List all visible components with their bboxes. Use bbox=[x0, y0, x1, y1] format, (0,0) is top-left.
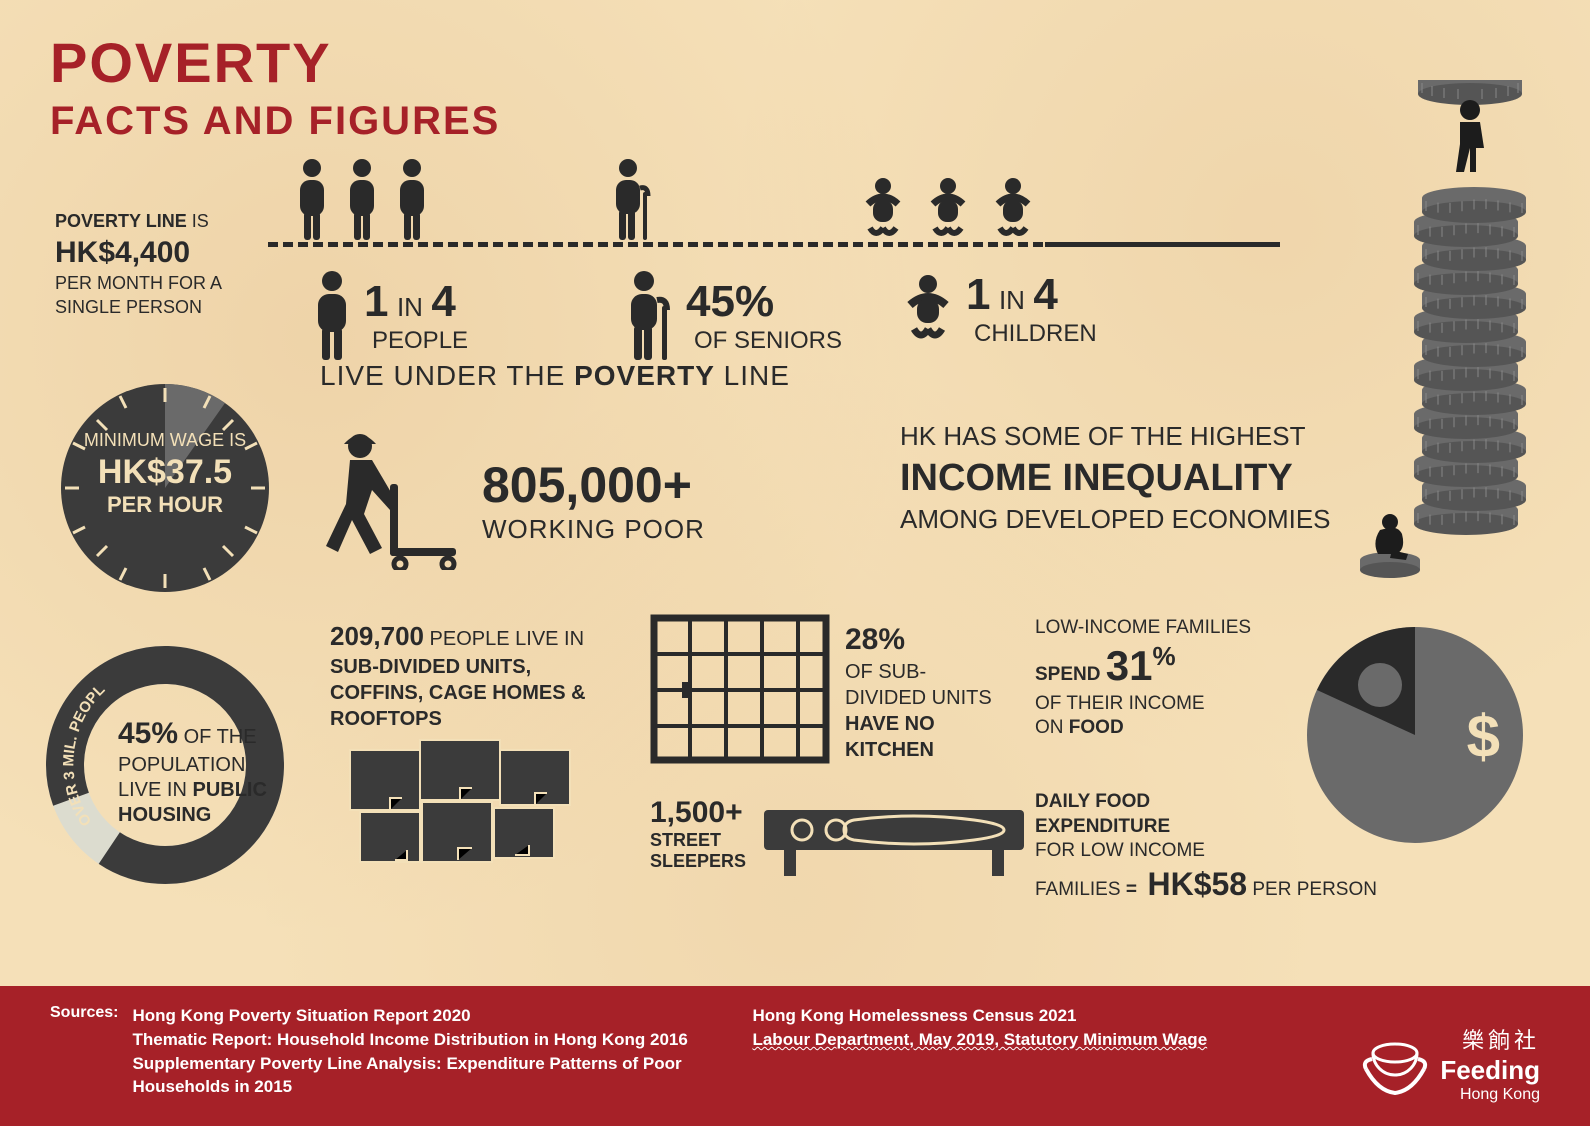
coin-stack-icon bbox=[1360, 80, 1530, 580]
poverty-line-block: POVERTY LINE IS HK$4,400 PER MONTH FOR A… bbox=[55, 210, 255, 319]
street-sleepers-block: 1,500+ STREETSLEEPERS bbox=[650, 790, 1024, 878]
income-inequality-text: HK HAS SOME OF THE HIGHEST INCOME INEQUA… bbox=[900, 420, 1380, 537]
working-poor-block: 805,000+ WORKING POOR bbox=[320, 430, 705, 570]
stat-seniors: 45% OF SENIORS bbox=[620, 270, 842, 362]
daily-food-text: DAILY FOOD EXPENDITURE FOR LOW INCOME FA… bbox=[1035, 790, 1455, 906]
poverty-line-amount: HK$4,400 bbox=[55, 236, 190, 269]
child-icon bbox=[900, 273, 956, 345]
child-icon bbox=[858, 176, 1048, 242]
no-kitchen-text: 28% OF SUB- DIVIDED UNITS HAVE NO KITCHE… bbox=[845, 620, 1005, 763]
sources-col-2: Hong Kong Homelessness Census 2021 Labou… bbox=[752, 1004, 1207, 1126]
min-wage-amount: HK$37.5 bbox=[55, 453, 275, 492]
min-wage-clock: MINIMUM WAGE IS HK$37.5 PER HOUR bbox=[55, 378, 275, 598]
person-icon bbox=[310, 270, 354, 362]
subdivided-units-text: 209,700 PEOPLE LIVE IN SUB-DIVIDED UNITS… bbox=[330, 620, 610, 732]
sources-label: Sources: bbox=[50, 1004, 118, 1126]
stat-children: 1 IN 4 CHILDREN bbox=[900, 270, 1097, 348]
cage-home-icon bbox=[650, 614, 830, 764]
min-wage-per: PER HOUR bbox=[55, 492, 275, 518]
senior-icon bbox=[598, 158, 668, 242]
public-housing-donut: OVER 3 MIL. PEOPLE 45% OF THE POPULATION… bbox=[40, 640, 290, 890]
food-spend-text: LOW-INCOME FAMILIES SPEND 31% OF THEIR I… bbox=[1035, 616, 1255, 740]
people-icons-group bbox=[292, 158, 442, 242]
worker-icon bbox=[320, 430, 460, 570]
feeding-hk-logo: 樂餉社 Feeding Hong Kong bbox=[1360, 1023, 1540, 1104]
sources-footer: Sources: Hong Kong Poverty Situation Rep… bbox=[0, 986, 1590, 1126]
page-title: POVERTY FACTS AND FIGURES bbox=[50, 30, 500, 144]
dollar-icon: $ bbox=[1467, 702, 1500, 771]
senior-icon-top bbox=[598, 158, 668, 242]
title-line-1: POVERTY bbox=[50, 30, 500, 95]
stat-people: 1 IN 4 PEOPLE bbox=[310, 270, 468, 362]
working-poor-number: 805,000+ bbox=[482, 456, 705, 514]
poverty-line-label: POVERTY LINE bbox=[55, 211, 187, 231]
title-line-2: FACTS AND FIGURES bbox=[50, 99, 500, 144]
sources-col-1: Hong Kong Poverty Situation Report 2020 … bbox=[132, 1004, 692, 1126]
bench-sleeper-icon bbox=[764, 790, 1024, 878]
poverty-line-unit: PER MONTH FOR A SINGLE PERSON bbox=[55, 273, 221, 316]
floorplan-icon bbox=[340, 720, 600, 880]
children-icons-top bbox=[858, 176, 1048, 242]
people-icon bbox=[292, 158, 442, 242]
live-under-text: LIVE UNDER THE POVERTY LINE bbox=[320, 360, 790, 392]
working-poor-label: WORKING POOR bbox=[482, 514, 705, 545]
min-wage-pre: MINIMUM WAGE IS bbox=[84, 430, 246, 450]
bowl-hands-icon bbox=[1360, 1029, 1430, 1099]
poverty-line-solid bbox=[1045, 242, 1280, 247]
senior-icon bbox=[620, 270, 676, 362]
